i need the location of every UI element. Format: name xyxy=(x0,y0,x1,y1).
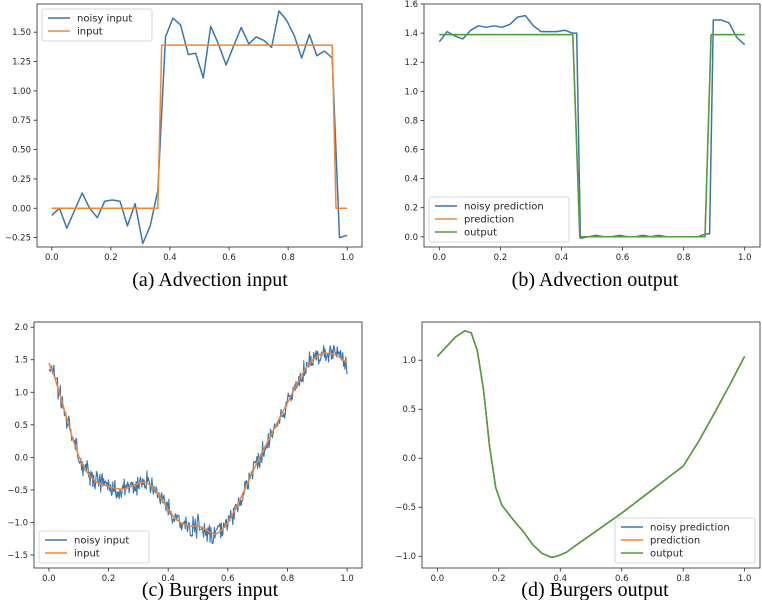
x-tick-label: 0.0 xyxy=(433,253,447,263)
series-line-noisy-input xyxy=(51,10,348,245)
legend-label: input xyxy=(77,27,103,38)
legend-box xyxy=(41,8,153,42)
series-line-input xyxy=(48,352,348,535)
y-tick-label: −0.5 xyxy=(7,486,28,496)
legend-label: prediction xyxy=(650,536,700,547)
legend-label: noisy input xyxy=(77,14,132,25)
x-tick-label: 0.4 xyxy=(554,574,568,584)
y-tick-label: 0.5 xyxy=(402,405,416,415)
x-tick-label: 1.0 xyxy=(738,574,752,584)
caption-advection-output: (b) Advection output xyxy=(512,269,679,291)
x-tick-label: 0.4 xyxy=(161,574,175,584)
x-tick-label: 1.0 xyxy=(738,253,752,263)
x-tick-label: 0.2 xyxy=(494,253,508,263)
x-tick-label: 0.8 xyxy=(281,574,295,584)
x-tick-label: 0.6 xyxy=(615,574,629,584)
series-line-output xyxy=(436,330,746,558)
x-tick-label: 0.6 xyxy=(222,253,236,263)
legend-label: noisy prediction xyxy=(464,202,544,213)
series-line-input xyxy=(51,44,348,210)
x-tick-label: 0.0 xyxy=(431,574,445,584)
y-tick-label: 1.0 xyxy=(402,356,416,366)
y-tick-label: −0.5 xyxy=(395,503,416,513)
panel-burgers-input: 0.0 0.2 0.4 0.6 0.8 1.0 −1.5 −1.0 −0.5 0.0 0.5 1.0 1… xyxy=(7,321,363,584)
y-tick-label: 0.2 xyxy=(404,204,418,214)
y-tick-label: 2.0 xyxy=(14,323,28,333)
y-tick-label: 1.00 xyxy=(12,87,31,97)
caption-advection-input: (a) Advection input xyxy=(132,269,288,291)
y-tick-label: 0.75 xyxy=(12,116,31,126)
y-tick-label: 1.2 xyxy=(404,58,418,68)
x-tick-label: 0.6 xyxy=(616,253,630,263)
x-tick-label: 0.8 xyxy=(676,574,690,584)
y-tick-label: 0.25 xyxy=(12,175,31,185)
y-tick-label: 0.0 xyxy=(402,454,416,464)
x-tick-label: 0.2 xyxy=(104,253,118,263)
y-tick-label: −1.0 xyxy=(7,518,28,528)
axes-frame xyxy=(33,321,363,569)
y-tick-label: 1.4 xyxy=(404,29,418,39)
y-tick-label: 0.0 xyxy=(14,453,28,463)
x-tick-label: 1.0 xyxy=(340,253,354,263)
axes-frame xyxy=(423,3,761,248)
y-tick-label: 0.5 xyxy=(14,421,28,431)
y-tick-label: 1.25 xyxy=(12,58,31,68)
panel-advection-output: 0.0 0.2 0.4 0.6 0.8 1.0 0.0 0.2 0.4 0.6 0.8 1.0 1.2 1… xyxy=(404,0,761,263)
y-tick-label: 1.5 xyxy=(14,356,28,366)
legend: noisy prediction prediction output xyxy=(614,517,756,564)
y-tick-label: 0.6 xyxy=(404,146,418,156)
legend-label: prediction xyxy=(464,215,514,226)
y-tick-label: −1.5 xyxy=(7,551,28,561)
x-tick-label: 0.4 xyxy=(163,253,177,263)
panel-advection-input: 0.0 0.2 0.4 0.6 0.8 1.0 −0.25 0.00 0.25 0.50 0.75 1… xyxy=(5,3,363,263)
y-tick-label: −1.0 xyxy=(395,552,416,562)
legend-box xyxy=(38,530,150,564)
x-tick-label: 0.6 xyxy=(221,574,235,584)
x-tick-label: 0.8 xyxy=(677,253,691,263)
caption-burgers-output: (d) Burgers output xyxy=(521,579,669,600)
legend-box xyxy=(614,517,756,564)
x-tick-label: 0.0 xyxy=(42,574,56,584)
y-tick-label: 1.6 xyxy=(404,0,418,10)
y-tick-label: 1.0 xyxy=(14,388,28,398)
x-tick-label: 0.0 xyxy=(45,253,59,263)
x-tick-label: 0.4 xyxy=(555,253,569,263)
y-tick-label: 0.8 xyxy=(404,116,418,126)
axes-frame xyxy=(421,321,761,569)
x-tick-label: 0.2 xyxy=(102,574,116,584)
legend-label: output xyxy=(464,228,497,239)
y-tick-label: 0.0 xyxy=(404,233,418,243)
x-tick-label: 0.8 xyxy=(281,253,295,263)
legend-box xyxy=(428,196,570,243)
y-tick-label: −0.25 xyxy=(5,234,31,244)
legend: noisy input input xyxy=(41,8,153,42)
legend-label: noisy prediction xyxy=(650,523,730,534)
series-line-output xyxy=(439,33,745,238)
y-tick-label: 0.00 xyxy=(12,204,31,214)
y-tick-label: 1.0 xyxy=(404,87,418,97)
axes-frame xyxy=(36,3,363,248)
legend-label: output xyxy=(650,549,683,560)
y-tick-label: 0.4 xyxy=(404,175,418,185)
legend-label: input xyxy=(74,549,100,560)
legend: noisy prediction prediction output xyxy=(428,196,570,243)
caption-burgers-input: (c) Burgers input xyxy=(142,579,279,600)
x-tick-label: 1.0 xyxy=(340,574,354,584)
y-tick-label: 1.50 xyxy=(12,28,31,38)
y-tick-label: 0.50 xyxy=(12,146,31,156)
legend-label: noisy input xyxy=(74,536,129,547)
legend: noisy input input xyxy=(38,530,150,564)
x-tick-label: 0.2 xyxy=(492,574,506,584)
panel-burgers-output: 0.0 0.2 0.4 0.6 0.8 1.0 −1.0 −0.5 0.0 0.5 1.0 noisy… xyxy=(395,321,761,584)
